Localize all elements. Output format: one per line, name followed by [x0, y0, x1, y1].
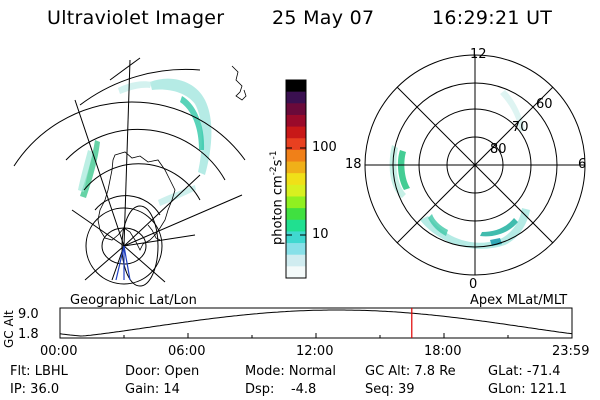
alt-ymin-label: 1.8 — [18, 327, 39, 342]
lat-label-70: 70 — [512, 120, 529, 135]
info-dsp: Dsp: -4.8 — [245, 382, 317, 397]
geographic-grid — [13, 57, 246, 287]
colorbar-segment — [286, 184, 306, 197]
coastline-outline — [97, 65, 247, 251]
colorbar-segment — [286, 254, 306, 267]
colorbar-segment — [286, 208, 306, 221]
geographic-map — [13, 57, 247, 287]
geographic-aurora-emission — [78, 78, 212, 206]
colorbar-segment — [286, 173, 306, 186]
colorbar-tick-100: 100 — [312, 140, 337, 155]
altitude-x-ticks — [59, 333, 573, 338]
xtick-1200: 12:00 — [296, 344, 334, 359]
info-glon: GLon: 121.1 — [488, 382, 568, 397]
colorbar-segment — [286, 103, 306, 116]
polar-plot — [364, 54, 586, 276]
date-label: 25 May 07 — [272, 7, 375, 29]
xtick-2359: 23:59 — [552, 344, 590, 359]
colorbar-segment — [286, 243, 306, 256]
alt-ylabel: GC Alt — [2, 310, 16, 348]
time-label: 16:29:21 UT — [432, 7, 553, 29]
colorbar — [285, 79, 307, 279]
colorbar-unit-label: photon cm-2s-1 — [269, 150, 286, 245]
info-ip: IP: 36.0 — [10, 382, 60, 397]
geographic-caption: Geographic Lat/Lon — [70, 293, 197, 308]
colorbar-segment — [286, 126, 306, 139]
mlt-label-12: 12 — [470, 47, 487, 62]
polar-caption: Apex MLat/MLT — [470, 293, 568, 308]
colorbar-segment — [286, 114, 306, 128]
info-gain: Gain: 14 — [125, 382, 180, 397]
satellite-footprint-lines — [115, 245, 131, 281]
lat-label-60: 60 — [536, 97, 553, 112]
altitude-curve — [59, 309, 573, 337]
altitude-plot — [59, 307, 573, 339]
colorbar-segment — [286, 231, 306, 244]
colorbar-segment — [286, 266, 306, 279]
colorbar-tick-10: 10 — [312, 227, 329, 242]
xtick-0600: 06:00 — [168, 344, 206, 359]
xtick-1800: 18:00 — [424, 344, 462, 359]
mlt-label-6: 6 — [578, 157, 587, 172]
colorbar-frame — [285, 79, 307, 279]
colorbar-segment — [286, 80, 306, 93]
colorbar-segment — [286, 91, 306, 104]
info-door: Door: Open — [125, 364, 200, 379]
info-glat: GLat: -71.4 — [488, 364, 561, 379]
lat-label-80: 80 — [490, 142, 507, 157]
xtick-0000: 00:00 — [40, 344, 78, 359]
colorbar-ticks — [286, 147, 306, 236]
mlt-label-18: 18 — [345, 157, 362, 172]
polar-grid — [364, 54, 586, 276]
info-mode: Mode: Normal — [245, 364, 336, 379]
colorbar-segment — [286, 219, 306, 232]
colorbar-segment — [286, 161, 306, 174]
instrument-title: Ultraviolet Imager — [47, 7, 225, 29]
colorbar-segment — [286, 138, 306, 151]
mlt-label-0: 0 — [469, 277, 478, 292]
info-gcalt: GC Alt: 7.8 Re — [365, 364, 456, 379]
info-flt: Flt: LBHL — [10, 364, 68, 379]
colorbar-segment — [286, 149, 306, 163]
alt-ymax-label: 9.0 — [18, 307, 39, 322]
colorbar-segment — [286, 196, 306, 209]
info-seq: Seq: 39 — [365, 382, 415, 397]
